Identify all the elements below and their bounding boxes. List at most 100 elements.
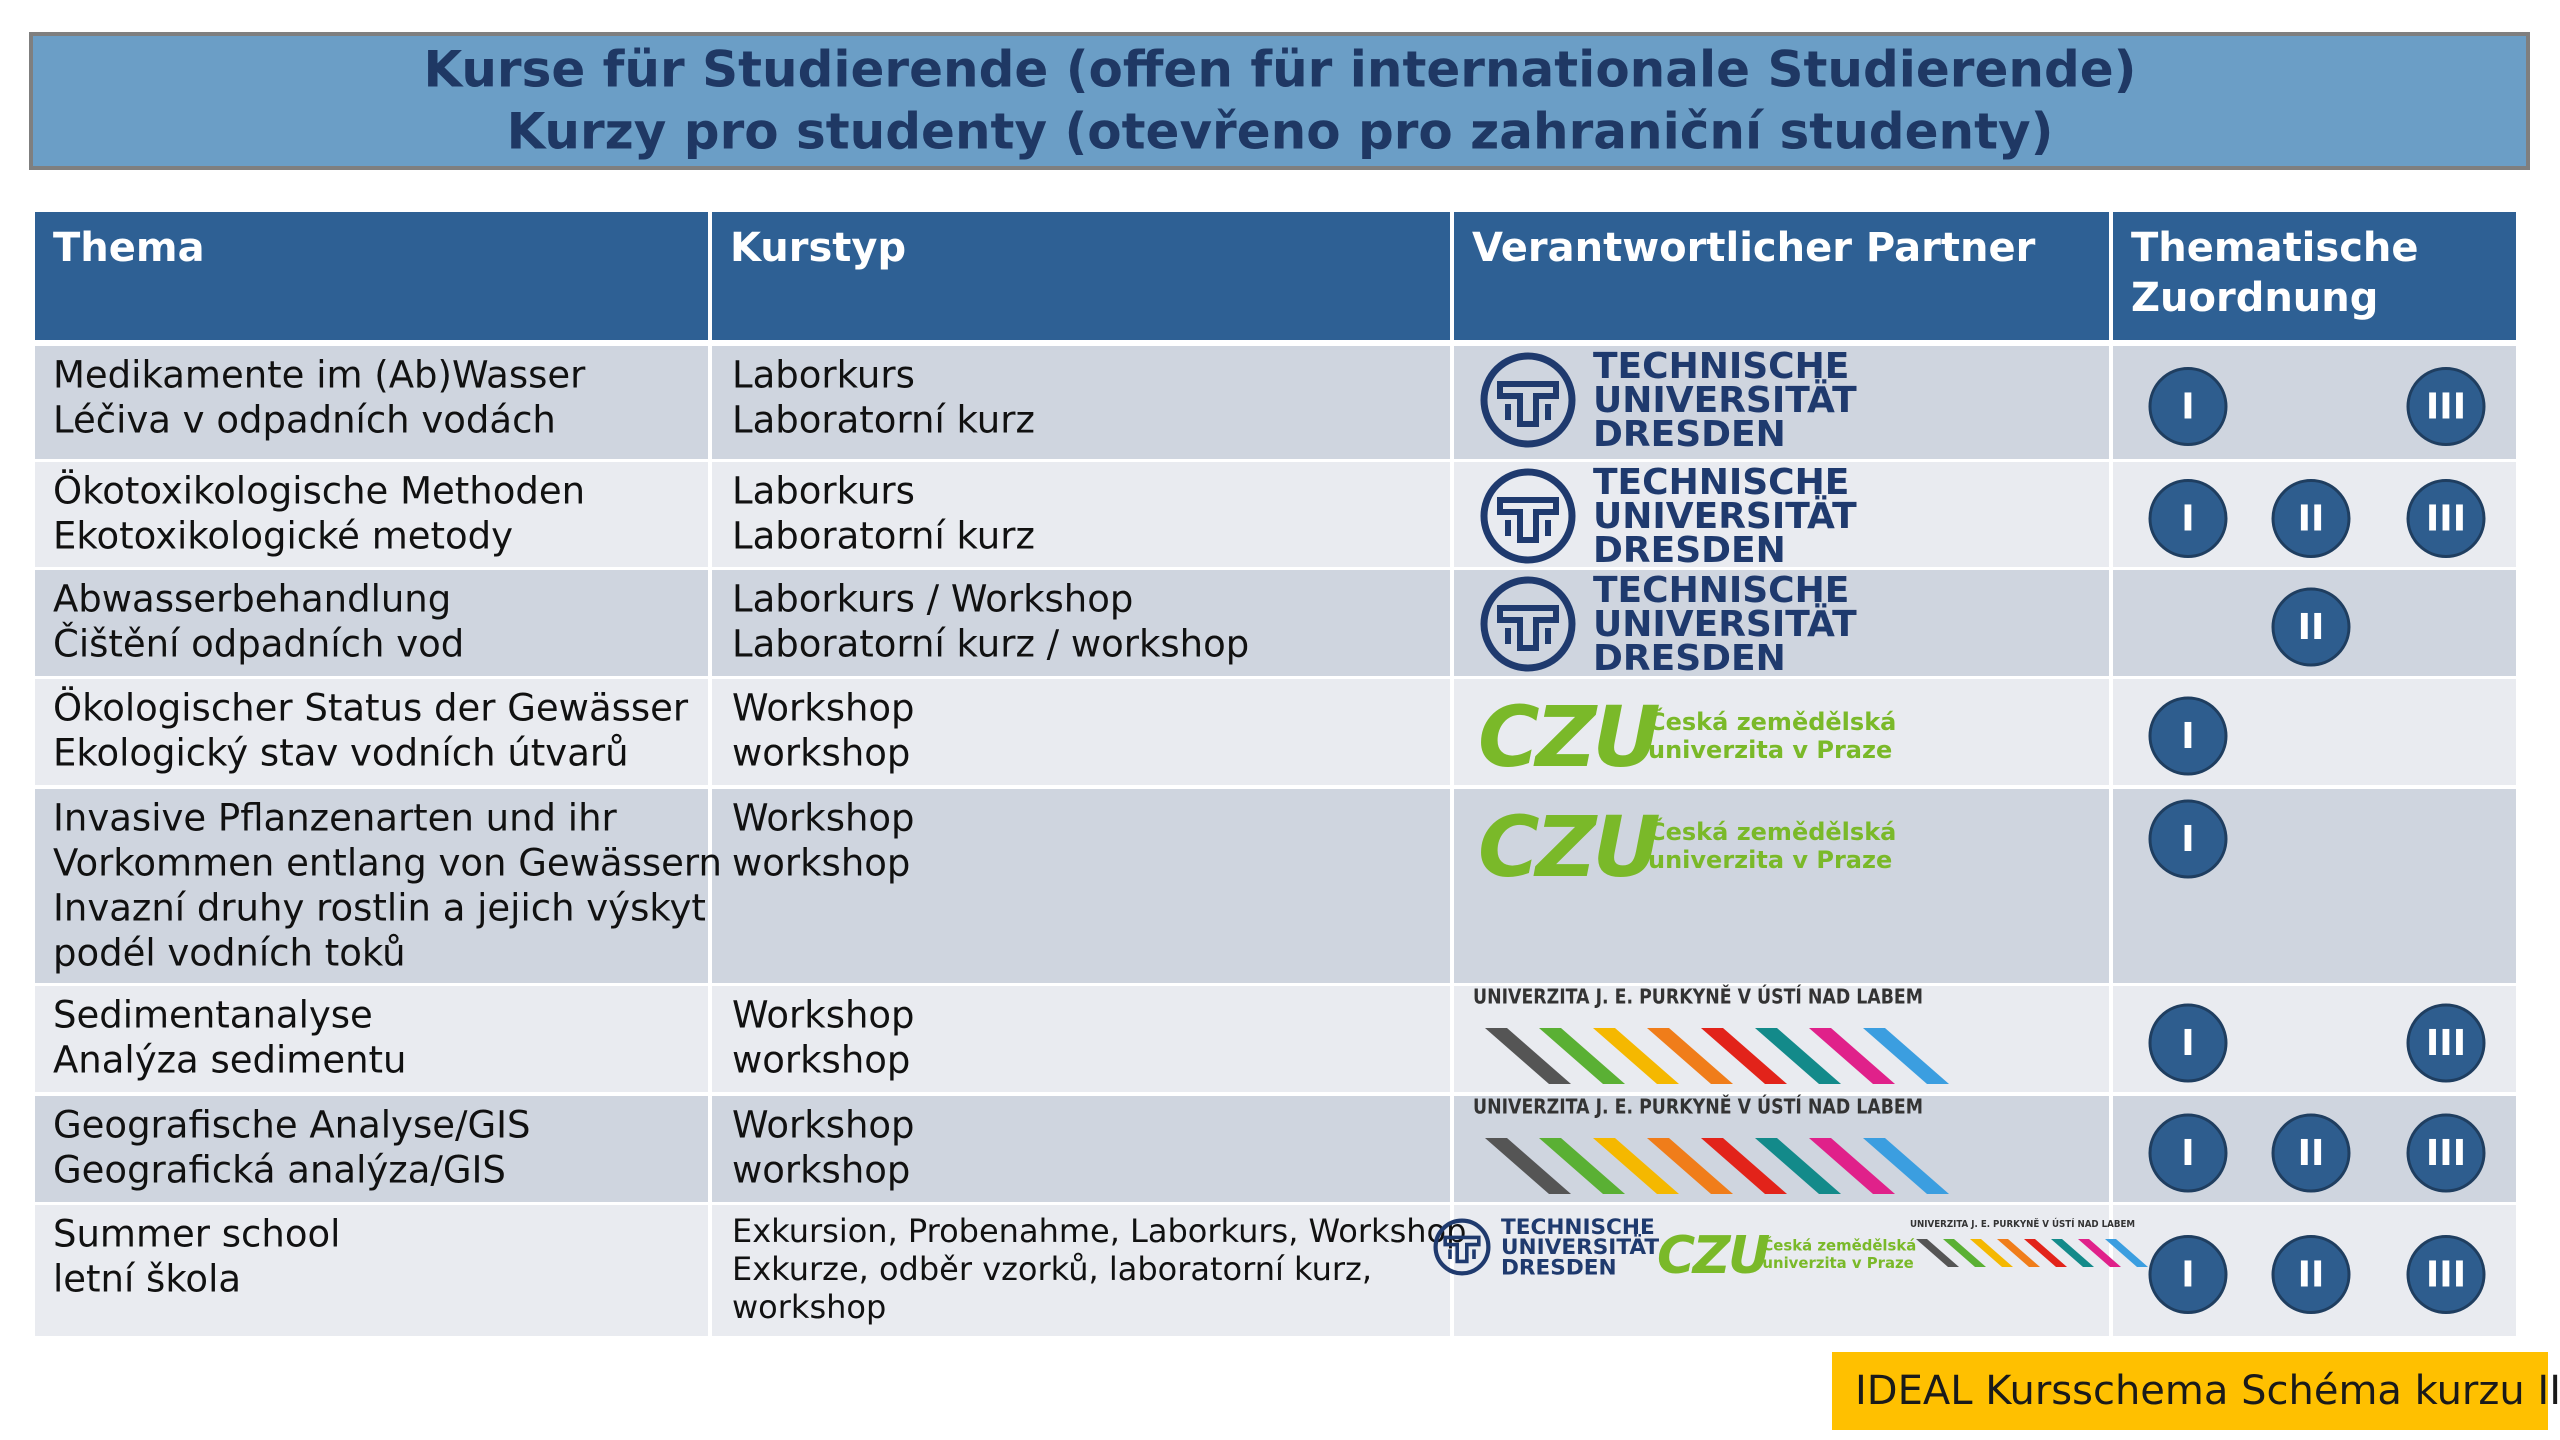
table-cell bbox=[712, 570, 1450, 676]
logo-text: UNIVERZITA J. E. PURKYNĚ V ÚSTÍ NAD LABE… bbox=[1910, 1217, 2135, 1230]
table-cell bbox=[1454, 570, 2109, 676]
thema-text: Ökologischer Status der Gewässer bbox=[53, 687, 689, 730]
kurstyp-text: workshop bbox=[732, 842, 910, 885]
logo-text: Česká zemědělská bbox=[1648, 816, 1896, 846]
kurstyp-text: Workshop bbox=[732, 994, 915, 1037]
logo-stripe bbox=[2078, 1239, 2121, 1267]
theme-badge-label: III bbox=[2426, 387, 2466, 428]
logo-text: TECHNISCHE bbox=[1593, 462, 1849, 503]
logo-emblem bbox=[1497, 497, 1559, 543]
table-cell bbox=[1454, 789, 2109, 983]
theme-badge-label: III bbox=[2426, 1255, 2466, 1296]
thema-text: Ekotoxikologické metody bbox=[53, 515, 513, 558]
logo-mark: CZU bbox=[1478, 798, 1660, 896]
thema-text: Čištění odpadních vod bbox=[53, 622, 464, 666]
logo-text: DRESDEN bbox=[1501, 1256, 1617, 1281]
thema-text: Geografická analýza/GIS bbox=[53, 1149, 506, 1192]
theme-badge-label: III bbox=[2426, 1023, 2466, 1064]
table-cell bbox=[35, 986, 708, 1092]
logo-emblem bbox=[1480, 468, 1576, 564]
kurstyp-text: Workshop bbox=[732, 687, 915, 730]
table-cell bbox=[35, 1205, 708, 1336]
thema-text: Abwasserbehandlung bbox=[53, 578, 451, 621]
theme-badge bbox=[2148, 696, 2228, 776]
thema-text: podél vodních toků bbox=[53, 932, 406, 975]
kurstyp-text: Laboratorní kurz / workshop bbox=[732, 623, 1249, 666]
theme-badge-label: II bbox=[2298, 1133, 2325, 1174]
logo-stripe bbox=[1916, 1239, 1959, 1267]
logo-text: TECHNISCHE bbox=[1593, 570, 1849, 611]
theme-badge-label: I bbox=[2181, 819, 2194, 860]
thema-text: Analýza sedimentu bbox=[53, 1039, 407, 1082]
thema-text: Invazní druhy rostlin a jejich výskyt bbox=[53, 887, 706, 930]
title-line: Kurse für Studierende (offen für interna… bbox=[423, 41, 2136, 99]
table-cell bbox=[35, 1096, 708, 1202]
theme-badge bbox=[2406, 367, 2486, 446]
logo-text: univerzita v Praze bbox=[1762, 1254, 1913, 1272]
kurstyp-text: Laborkurs / Workshop bbox=[732, 578, 1133, 621]
logo-stripe bbox=[1863, 1028, 1949, 1084]
theme-badge bbox=[2148, 1235, 2228, 1314]
table-cell bbox=[35, 462, 708, 567]
table-cell bbox=[1454, 679, 2109, 785]
logo-stripe bbox=[2105, 1239, 2148, 1267]
theme-badge bbox=[2148, 479, 2228, 558]
kurstyp-text: Exkursion, Probenahme, Laborkurs, Worksh… bbox=[732, 1212, 1466, 1250]
header-cell bbox=[712, 212, 1450, 340]
logo-stripe bbox=[1701, 1138, 1787, 1194]
header-label: Zuordnung bbox=[2131, 275, 2378, 321]
theme-badge-label: II bbox=[2298, 1255, 2325, 1296]
kurstyp-text: Laborkurs bbox=[732, 470, 915, 513]
thema-text: letní škola bbox=[53, 1258, 241, 1301]
logo-text: UNIVERZITA J. E. PURKYNĚ V ÚSTÍ NAD LABE… bbox=[1473, 985, 1923, 1009]
footer-label: IDEAL Kursschema Schéma kurzu II bbox=[1855, 1368, 2560, 1414]
footer-box bbox=[1832, 1352, 2548, 1430]
theme-badge-label: I bbox=[2181, 716, 2194, 757]
theme-badge bbox=[2271, 1235, 2351, 1314]
logo-stripe bbox=[1755, 1138, 1841, 1194]
logo-text: univerzita v Praze bbox=[1648, 736, 1892, 764]
thema-text: Sedimentanalyse bbox=[53, 994, 373, 1037]
table-cell bbox=[35, 346, 708, 459]
theme-badge-label: I bbox=[2181, 1023, 2194, 1064]
logo-stripe bbox=[1593, 1138, 1679, 1194]
kurstyp-text: Laboratorní kurz bbox=[732, 399, 1035, 442]
logo-text: UNIVERSITÄT bbox=[1593, 603, 1857, 645]
table-cell bbox=[712, 346, 1450, 459]
partner-logo: UNIVERZITA J. E. PURKYNĚ V ÚSTÍ NAD LABE… bbox=[1910, 1217, 2148, 1267]
kurstyp-text: Laboratorní kurz bbox=[732, 515, 1035, 558]
kurstyp-text: Workshop bbox=[732, 1104, 915, 1147]
theme-badge bbox=[2271, 1113, 2351, 1193]
table-cell bbox=[1454, 346, 2109, 459]
logo-stripe bbox=[1755, 1028, 1841, 1084]
logo-stripe bbox=[1485, 1138, 1571, 1194]
theme-badge bbox=[2406, 1235, 2486, 1314]
thema-text: Ekologický stav vodních útvarů bbox=[53, 732, 629, 775]
table-cell bbox=[712, 679, 1450, 785]
kurstyp-text: Exkurze, odběr vzorků, laboratorní kurz, bbox=[732, 1250, 1372, 1288]
theme-badge bbox=[2406, 479, 2486, 558]
logo-text: Česká zemědělská bbox=[1762, 1237, 1916, 1255]
table-cell bbox=[35, 570, 708, 676]
theme-badge bbox=[2406, 1113, 2486, 1193]
logo-stripe bbox=[1539, 1028, 1625, 1084]
logo-text: DRESDEN bbox=[1593, 414, 1786, 455]
table-cell bbox=[712, 789, 1450, 983]
header-cell bbox=[35, 212, 708, 340]
logo-stripe bbox=[2051, 1239, 2094, 1267]
logo-emblem bbox=[1497, 381, 1559, 427]
kurstyp-text: workshop bbox=[732, 1039, 910, 1082]
thema-text: Geografische Analyse/GIS bbox=[53, 1104, 531, 1147]
theme-badge bbox=[2148, 367, 2228, 446]
theme-badge-label: III bbox=[2426, 499, 2466, 540]
logo-stripe bbox=[1997, 1239, 2040, 1267]
logo-stripe bbox=[1647, 1138, 1733, 1194]
title-line: Kurzy pro studenty (otevřeno pro zahrani… bbox=[507, 103, 2054, 161]
logo-stripe bbox=[1485, 1028, 1571, 1084]
table-cell bbox=[35, 679, 708, 785]
